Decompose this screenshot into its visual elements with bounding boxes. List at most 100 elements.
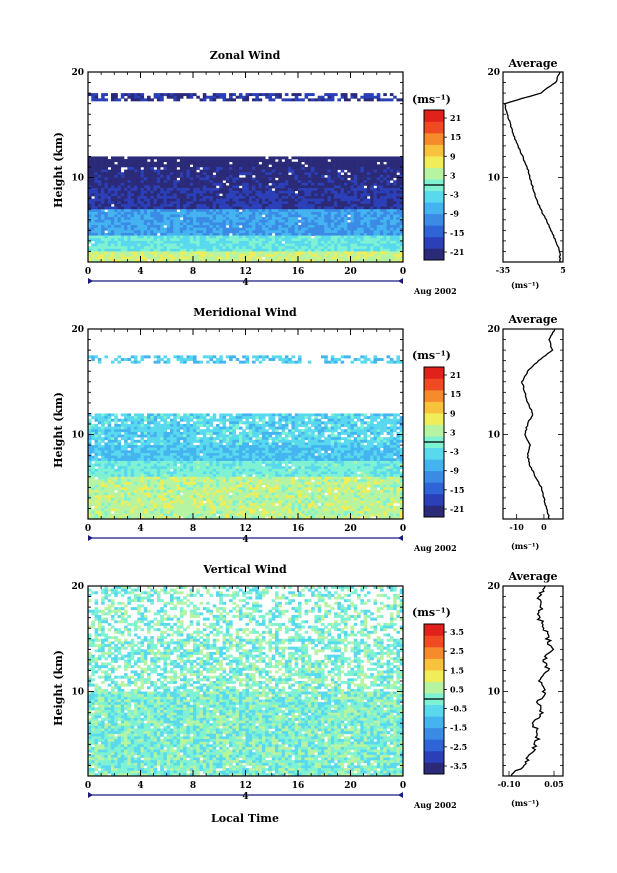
- heatmap-cell: [314, 259, 318, 263]
- heatmap-cell: [294, 222, 299, 226]
- heatmap-cell: [393, 193, 397, 197]
- heatmap-cell: [373, 177, 378, 181]
- heatmap-cell: [334, 180, 338, 184]
- heatmap-cell: [130, 246, 135, 250]
- heatmap-cell: [343, 93, 348, 97]
- heatmap-cell: [304, 421, 309, 425]
- heatmap-cell: [225, 355, 230, 359]
- heatmap-cell: [232, 98, 236, 102]
- heatmap-cell: [334, 219, 338, 223]
- heatmap-cell: [199, 225, 204, 228]
- heatmap-cell: [193, 180, 197, 184]
- heatmap-cell: [298, 219, 302, 223]
- heatmap-cell: [150, 217, 154, 221]
- heatmap-cell: [284, 358, 289, 361]
- heatmap-cell: [284, 156, 289, 160]
- heatmap-cell: [117, 232, 122, 236]
- heatmap-cell: [363, 214, 368, 218]
- heatmap-cell: [166, 243, 171, 247]
- heatmap-cell: [127, 240, 131, 244]
- heatmap-cell: [258, 201, 263, 205]
- heatmap-cell: [130, 248, 135, 252]
- heatmap-cell: [373, 161, 378, 165]
- heatmap-cell: [189, 248, 194, 252]
- heatmap-cell: [320, 259, 325, 263]
- heatmap-cell: [117, 240, 122, 244]
- heatmap-cell: [255, 201, 259, 205]
- heatmap-cell: [248, 431, 253, 435]
- heatmap-cell: [179, 235, 184, 239]
- heatmap-cell: [189, 172, 194, 176]
- heatmap-cell: [235, 240, 240, 244]
- heatmap-cell: [258, 360, 263, 364]
- heatmap-cell: [278, 198, 282, 202]
- heatmap-cell: [114, 198, 118, 202]
- heatmap-cell: [373, 232, 378, 236]
- heatmap-cell: [265, 230, 269, 234]
- heatmap-cell: [363, 98, 368, 102]
- heatmap-cell: [107, 185, 112, 189]
- heatmap-cell: [376, 174, 381, 178]
- heatmap-cell: [343, 232, 348, 236]
- heatmap-cell: [307, 238, 312, 242]
- heatmap-cell: [153, 156, 158, 160]
- heatmap-cell: [130, 259, 135, 263]
- heatmap-cell: [317, 164, 322, 168]
- heatmap-cell: [396, 426, 401, 430]
- heatmap-cell: [160, 259, 164, 263]
- heatmap-cell: [127, 180, 131, 184]
- heatmap-cell: [399, 418, 404, 422]
- heatmap-cell: [212, 355, 217, 359]
- heatmap-cell: [360, 227, 364, 231]
- heatmap-cell: [347, 416, 351, 420]
- heatmap-cell: [186, 434, 191, 438]
- heatmap-cell: [265, 167, 269, 170]
- heatmap-cell: [242, 240, 246, 244]
- heatmap-cell: [275, 429, 279, 433]
- heatmap-cell: [215, 222, 220, 226]
- heatmap-cell: [137, 159, 141, 163]
- heatmap-cell: [156, 243, 161, 247]
- heatmap-cell: [110, 164, 115, 168]
- heatmap-cell: [206, 193, 210, 197]
- heatmap-cell: [343, 421, 348, 425]
- heatmap-cell: [156, 254, 161, 258]
- heatmap-cell: [120, 254, 125, 258]
- heatmap-cell: [107, 206, 112, 210]
- heatmap-cell: [252, 211, 256, 215]
- heatmap-cell: [380, 248, 384, 252]
- heatmap-cell: [160, 431, 164, 435]
- heatmap-cell: [288, 225, 292, 228]
- heatmap-cell: [242, 431, 246, 435]
- heatmap-cell: [127, 167, 131, 170]
- heatmap-cell: [271, 172, 276, 176]
- heatmap-cell: [225, 159, 230, 163]
- heatmap-cell: [140, 185, 145, 189]
- heatmap-cell: [373, 209, 378, 213]
- heatmap-cell: [242, 159, 246, 163]
- heatmap-cell: [248, 426, 253, 430]
- heatmap-cell: [170, 177, 174, 181]
- heatmap-cell: [206, 185, 210, 189]
- heatmap-cell: [278, 214, 282, 218]
- heatmap-cell: [360, 259, 364, 263]
- heatmap-cell: [179, 360, 184, 364]
- heatmap-cell: [347, 227, 351, 231]
- profile-x-tick-label: -35: [496, 265, 510, 275]
- heatmap-cell: [330, 209, 335, 213]
- heatmap-cell: [350, 227, 355, 231]
- heatmap-cell: [163, 248, 168, 252]
- heatmap-cell: [337, 259, 341, 263]
- heatmap-cell: [307, 251, 312, 255]
- heatmap-cell: [229, 254, 233, 258]
- heatmap-cell: [107, 424, 112, 427]
- heatmap-cell: [370, 98, 374, 102]
- heatmap-cell: [291, 185, 296, 189]
- heatmap-cell: [238, 418, 243, 422]
- heatmap-cell: [147, 188, 151, 192]
- heatmap-cell: [373, 360, 378, 364]
- heatmap-cell: [245, 161, 250, 165]
- heatmap-cell: [324, 180, 328, 184]
- heatmap-cell: [101, 230, 105, 234]
- heatmap-cell: [133, 180, 138, 184]
